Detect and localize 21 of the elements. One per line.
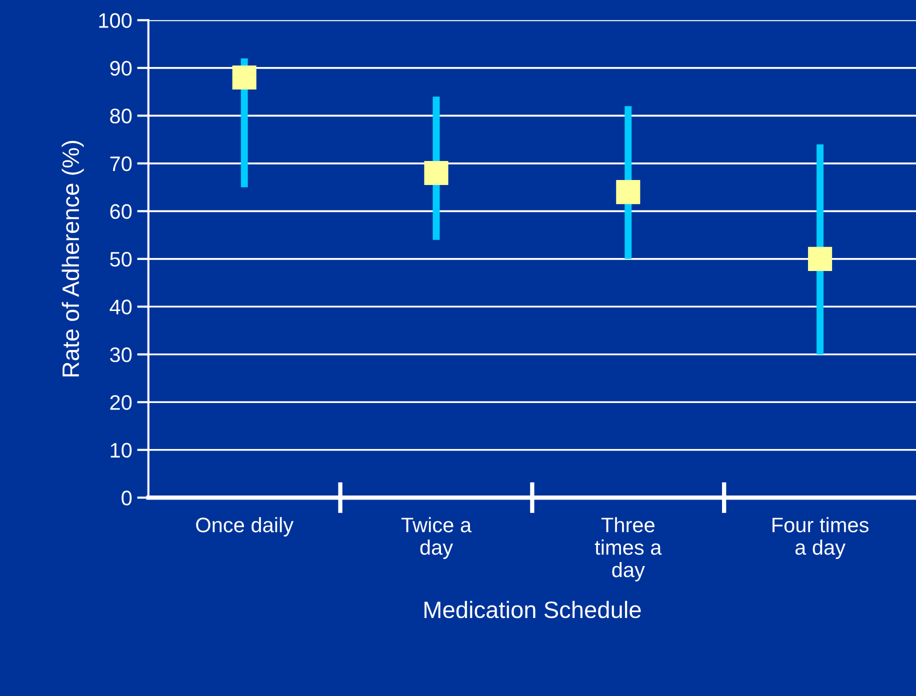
- x-tick-label: Three times a day: [594, 517, 662, 582]
- x-tick-label: Four times a day: [772, 517, 868, 559]
- point: [232, 65, 256, 90]
- y-tick-label: 20: [110, 395, 132, 410]
- x-tick-label: Once daily: [196, 517, 294, 537]
- x-axis-title: Medication Schedule: [424, 600, 641, 618]
- y-tick-label: 90: [110, 60, 132, 76]
- y-tick-label: 60: [110, 204, 132, 219]
- y-axis-title: Rate of Adherence (%): [62, 140, 84, 376]
- y-tick-label: 50: [110, 252, 132, 267]
- point: [616, 180, 640, 204]
- y-tick-label: 70: [110, 156, 132, 172]
- y-tick-label: 80: [110, 108, 132, 124]
- y-tick-label: 30: [110, 347, 132, 362]
- y-tick-label: 0: [122, 490, 132, 506]
- point: [808, 246, 832, 271]
- y-tick-label: 100: [99, 13, 132, 28]
- point: [424, 160, 448, 185]
- x-tick-label: Twice a day: [401, 517, 472, 559]
- y-tick-label: 10: [110, 442, 132, 458]
- y-tick-label: 40: [110, 300, 132, 314]
